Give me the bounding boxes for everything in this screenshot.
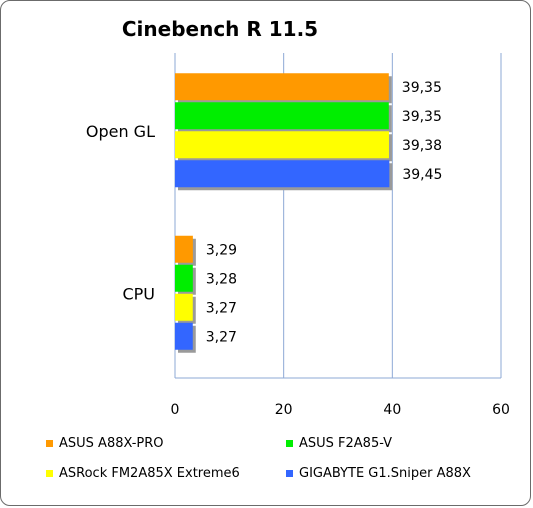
category-label: CPU (122, 284, 155, 303)
bar (175, 235, 193, 263)
category-label: Open GL (86, 122, 155, 141)
x-tick-label: 60 (492, 402, 510, 418)
legend-label: ASRock FM2A85X Extreme6 (59, 466, 240, 481)
data-label: 39,45 (402, 167, 442, 183)
data-label: 3,27 (206, 300, 237, 316)
legend-item: GIGABYTE G1.Sniper A88X (286, 466, 471, 481)
x-tick-label: 0 (171, 402, 180, 418)
bar (175, 131, 389, 159)
chart-title: Cinebench R 11.5 (121, 17, 319, 41)
bar (175, 322, 193, 350)
data-label: 39,38 (402, 138, 442, 154)
data-label: 3,27 (206, 329, 237, 345)
legend-swatch (46, 440, 53, 447)
legend-item: ASRock FM2A85X Extreme6 (46, 466, 240, 481)
legend-swatch (286, 440, 293, 447)
x-tick-label: 20 (275, 402, 293, 418)
legend-label: ASUS A88X-PRO (59, 436, 164, 451)
bar (175, 264, 193, 292)
bar (175, 293, 193, 321)
legend-swatch (286, 470, 293, 477)
legend-item: ASUS F2A85-V (286, 436, 392, 451)
legend-label: ASUS F2A85-V (299, 436, 393, 451)
bar (175, 73, 389, 101)
legend-swatch (46, 470, 53, 477)
bar (175, 160, 390, 188)
data-label: 3,29 (206, 242, 237, 258)
legend-item: ASUS A88X-PRO (46, 436, 164, 451)
legend-label: GIGABYTE G1.Sniper A88X (299, 466, 471, 481)
bar (175, 102, 389, 130)
x-tick-label: 40 (383, 402, 401, 418)
data-label: 39,35 (402, 80, 442, 96)
data-label: 39,35 (402, 109, 442, 125)
data-label: 3,28 (206, 271, 237, 287)
